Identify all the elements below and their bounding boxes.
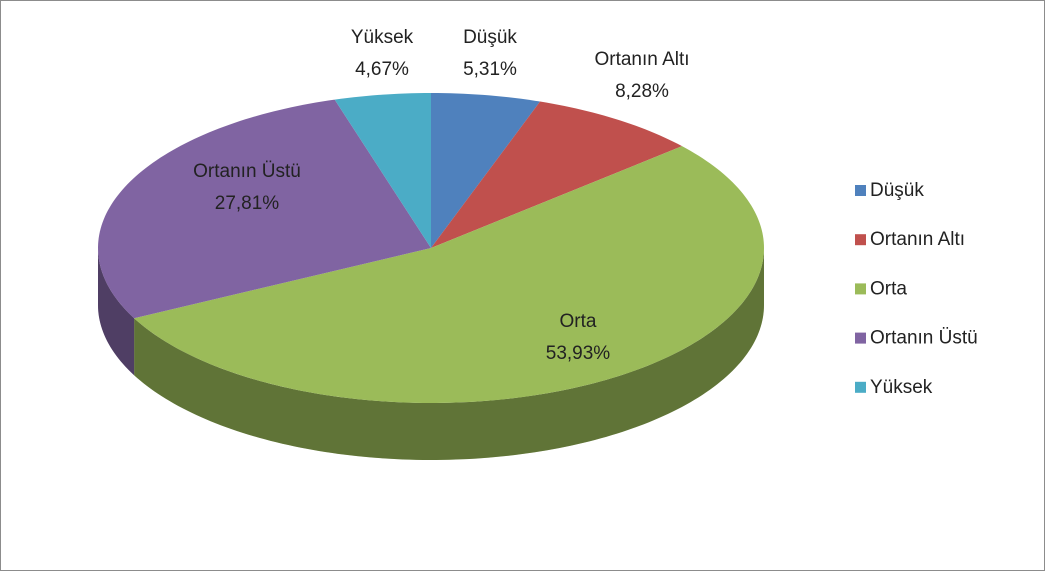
slice-side-shade [134,248,765,460]
pie-slice [431,101,683,248]
legend-swatch [855,234,866,246]
data-label-value: 27,81% [215,193,280,214]
legend-label: Düşük [870,180,924,201]
legend-label: Orta [870,278,907,299]
data-label-value: 53,93% [546,343,611,364]
legend-label: Ortanın Üstü [870,328,978,349]
pie-slice [431,93,541,248]
legend-swatch [855,381,866,393]
data-label-value: 8,28% [615,81,669,102]
legend-label: Ortanın Altı [870,229,965,250]
data-label-name: Yüksek [351,27,414,48]
pie-slice [98,99,431,319]
legend-label: Yüksek [870,377,933,398]
slice-side [134,248,765,460]
legend-swatch [855,283,866,295]
data-label-value: 4,67% [355,59,409,80]
legend-swatch [855,332,866,344]
data-label-name: Orta [560,311,597,332]
data-label-value: 5,31% [463,59,517,80]
pie-slice [134,146,765,403]
slice-side-shade [98,248,135,376]
legend-swatch [855,185,866,196]
pie-slice [334,93,431,248]
slice-side [98,248,135,376]
data-label-name: Ortanın Altı [594,49,689,70]
data-label-name: Ortanın Üstü [193,161,301,182]
data-label-name: Düşük [463,27,517,48]
